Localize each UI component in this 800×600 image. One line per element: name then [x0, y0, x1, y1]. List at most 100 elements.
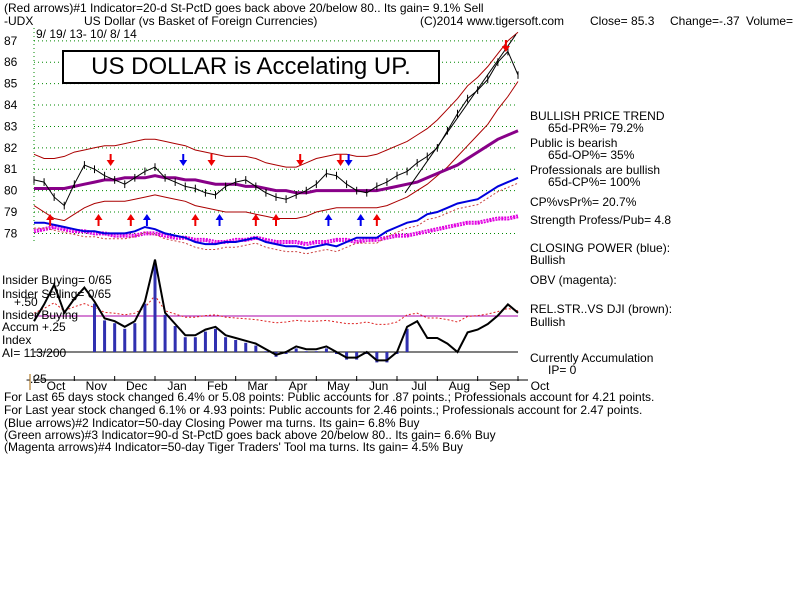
- red-arrow-11: [501, 40, 510, 52]
- blue-arrow-2: [215, 214, 224, 226]
- blue-arrow-head-5: [356, 214, 365, 220]
- symbol: -UDX: [4, 14, 34, 28]
- blue-arrow-head-1: [142, 214, 151, 220]
- op-value: 65d-OP%= 35%: [548, 148, 635, 162]
- plus-50-label: +.50: [14, 295, 38, 309]
- x-tick-nov-1: Nov: [86, 379, 107, 393]
- closing-power-label: CLOSING POWER (blue):: [530, 241, 671, 255]
- red-arrow-head-2: [94, 214, 103, 220]
- footer-line-1: For Last 65 days stock changed 6.4% or 5…: [4, 390, 655, 404]
- red-arrow-7: [296, 154, 305, 166]
- red-arrow-head-10: [372, 214, 381, 220]
- red-arrow-head-1: [46, 214, 55, 220]
- relstr-state: Bullish: [530, 315, 566, 329]
- x-tick-dec-2: Dec: [126, 379, 147, 393]
- y-tick-84: 84: [4, 98, 18, 112]
- insider-buying-2: Insider Buying: [2, 308, 79, 322]
- bullish-trend-label: BULLISH PRICE TREND: [530, 109, 665, 123]
- y-tick-87: 87: [4, 34, 18, 48]
- cpvspr-value: CP%vsPr%= 20.7%: [530, 195, 637, 209]
- y-tick-80: 80: [4, 184, 18, 198]
- x-tick-jan-3: Jan: [167, 379, 186, 393]
- ai-value: AI= 113/200: [2, 346, 67, 360]
- blue-arrow-head-0: [179, 160, 188, 166]
- red-arrow-head-0: [106, 160, 115, 166]
- x-axis: Oct Nov Dec Jan Feb Mar Apr May Jun Jul Aug Sep Oct: [29, 374, 550, 393]
- public-label: Public is bearish: [530, 136, 618, 150]
- blue-arrow-5: [356, 214, 365, 226]
- red-arrow-9: [336, 154, 345, 166]
- blue-arrow-0: [179, 154, 188, 166]
- red-arrow-head-3: [207, 160, 216, 166]
- red-arrow-head-9: [336, 160, 345, 166]
- y-tick-86: 86: [4, 55, 18, 69]
- red-arrow-head-7: [296, 160, 305, 166]
- strength-value: Strength Profess/Pub= 4.8: [530, 213, 672, 227]
- red-arrow-head-5: [191, 214, 200, 220]
- instrument-name: US Dollar (vs Basket of Foreign Currenci…: [84, 14, 318, 28]
- relstr-label: REL.STR..VS DJI (brown):: [530, 302, 673, 316]
- obv-ma-line: [33, 215, 519, 245]
- footer-line-3: (Blue arrows)#2 Indicator=50-day Closing…: [4, 416, 420, 430]
- red-arrow-5: [191, 214, 200, 226]
- y-axis: 87 86 85 84 83 82 81 80 79 78: [4, 34, 18, 241]
- closing-power-state: Bullish: [530, 253, 566, 267]
- minus-25-label: -.25: [26, 372, 47, 386]
- relstr-line: [33, 294, 519, 325]
- price-line: [33, 50, 519, 207]
- pr-value: 65d-PR%= 79.2%: [548, 121, 644, 135]
- x-tick-oct-12: Oct: [531, 379, 550, 393]
- x-tick-jun-8: Jun: [369, 379, 388, 393]
- y-tick-85: 85: [4, 77, 18, 91]
- y-tick-78: 78: [4, 226, 18, 240]
- blue-arrow-4: [344, 154, 353, 166]
- accum-index-line: [33, 259, 519, 362]
- red-arrow-head-8: [272, 214, 280, 220]
- close-value: Close= 85.3: [590, 14, 655, 28]
- x-tick-jul-9: Jul: [411, 379, 426, 393]
- accum-index-label: Accum +.25: [2, 320, 66, 334]
- y-tick-79: 79: [4, 205, 18, 219]
- header-line1: (Red arrows)#1 Indicator=20-d St-PctD go…: [4, 1, 484, 15]
- volume-label: Volume=: [746, 14, 794, 28]
- red-arrow-head-6: [251, 214, 260, 220]
- accum-label: Currently Accumulation: [530, 351, 654, 365]
- footer-line-4: (Green arrows)#3 Indicator=90-d St-PctD …: [4, 428, 496, 442]
- ip-value: IP= 0: [548, 363, 577, 377]
- blue-arrow-3: [324, 214, 333, 226]
- red-arrow-3: [207, 154, 216, 166]
- change-value: Change=-.37: [670, 14, 740, 28]
- red-arrow-8: [272, 214, 280, 226]
- red-arrow-6: [251, 214, 260, 226]
- copyright: (C)2014 www.tigersoft.com: [420, 14, 565, 28]
- x-tick-may-7: May: [327, 379, 350, 393]
- insider-buying: Insider Buying= 0/65: [2, 273, 112, 287]
- red-arrow-10: [372, 214, 381, 226]
- blue-arrow-head-3: [324, 214, 333, 220]
- footer-line-2: For Last year stock changed 6.1% or 4.93…: [4, 403, 643, 417]
- series: [33, 31, 519, 363]
- red-arrow-0: [106, 154, 115, 166]
- red-arrow-4: [126, 214, 135, 226]
- y-tick-81: 81: [4, 162, 18, 176]
- upper-band-line: [33, 31, 519, 168]
- x-tick-aug-10: Aug: [449, 379, 470, 393]
- obv-label: OBV (magenta):: [530, 273, 617, 287]
- red-arrow-head-4: [126, 214, 135, 220]
- blue-arrow-head-2: [215, 214, 224, 220]
- blue-arrow-head-4: [344, 160, 353, 166]
- red-arrow-1: [46, 214, 55, 226]
- x-tick-apr-6: Apr: [289, 379, 308, 393]
- date-range: 9/ 19/ 13- 10/ 8/ 14: [36, 27, 137, 41]
- signal-arrows: [46, 40, 510, 226]
- trend-line: [404, 34, 517, 194]
- closing-power-ma-line: [34, 182, 519, 255]
- professionals-label: Professionals are bullish: [530, 163, 661, 177]
- cp-value: 65d-CP%= 100%: [548, 175, 641, 189]
- x-tick-mar-5: Mar: [247, 379, 268, 393]
- closing-power-line: [34, 176, 519, 250]
- y-tick-83: 83: [4, 119, 18, 133]
- moving-average-line: [34, 129, 519, 195]
- x-tick-oct-0: Oct: [47, 379, 66, 393]
